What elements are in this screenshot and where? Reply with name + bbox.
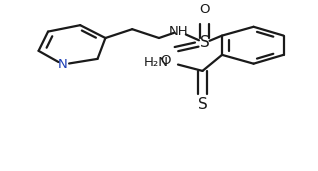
- Text: S: S: [200, 35, 210, 50]
- Text: N: N: [58, 58, 68, 71]
- Text: O: O: [199, 3, 210, 16]
- Text: NH: NH: [169, 25, 188, 38]
- Text: O: O: [160, 54, 170, 67]
- Text: H₂N: H₂N: [143, 56, 169, 69]
- Text: S: S: [197, 97, 207, 112]
